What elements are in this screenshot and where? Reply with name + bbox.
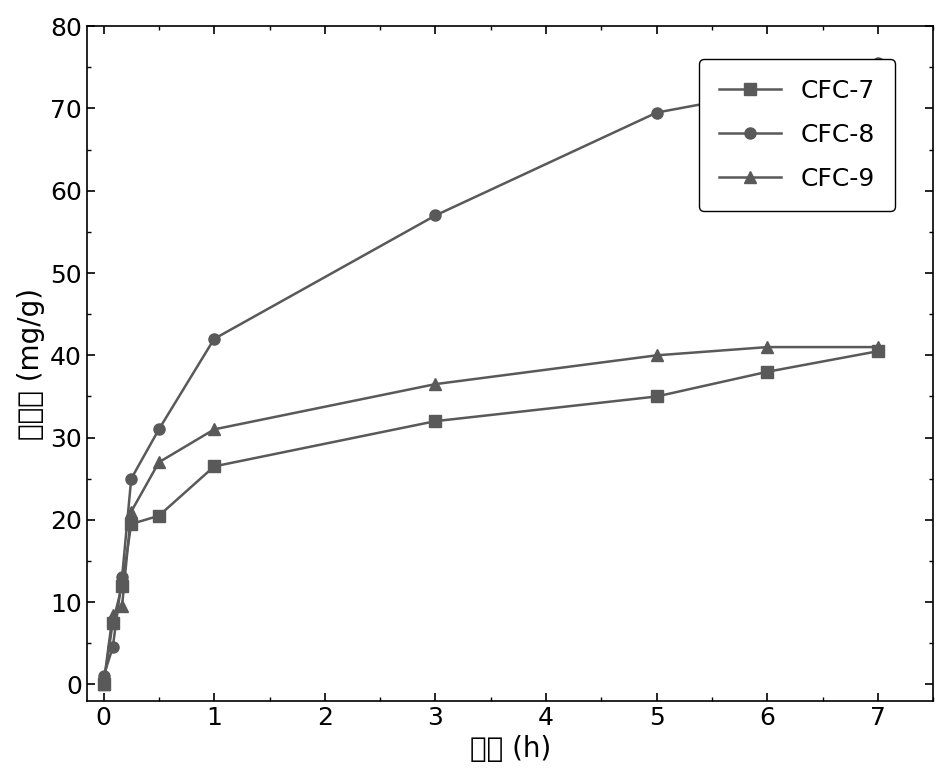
CFC-8	[208, 334, 219, 343]
CFC-9	[125, 507, 137, 516]
CFC-7	[208, 462, 219, 471]
CFC-7	[98, 680, 109, 690]
CFC-9	[872, 342, 884, 352]
Line: CFC-9: CFC-9	[98, 342, 884, 690]
Y-axis label: 吸附量 (mg/g): 吸附量 (mg/g)	[17, 288, 45, 440]
CFC-8	[651, 108, 662, 117]
Legend: CFC-7, CFC-8, CFC-9: CFC-7, CFC-8, CFC-9	[698, 59, 896, 211]
CFC-9	[116, 601, 127, 611]
Line: CFC-7: CFC-7	[98, 346, 884, 690]
CFC-7	[153, 511, 164, 520]
CFC-7	[872, 346, 884, 356]
CFC-8	[762, 87, 773, 97]
CFC-7	[762, 367, 773, 377]
Line: CFC-8: CFC-8	[98, 58, 884, 682]
CFC-7	[125, 519, 137, 529]
CFC-8	[107, 643, 119, 652]
CFC-9	[762, 342, 773, 352]
CFC-8	[116, 573, 127, 582]
CFC-8	[872, 58, 884, 68]
CFC-7	[107, 618, 119, 627]
CFC-9	[208, 424, 219, 434]
CFC-9	[153, 458, 164, 467]
CFC-9	[107, 610, 119, 619]
CFC-7	[429, 417, 441, 426]
CFC-8	[153, 424, 164, 434]
CFC-8	[125, 474, 137, 484]
CFC-7	[116, 581, 127, 590]
CFC-9	[429, 379, 441, 388]
CFC-9	[651, 351, 662, 360]
CFC-8	[429, 211, 441, 220]
X-axis label: 时间 (h): 时间 (h)	[469, 736, 551, 764]
CFC-8	[98, 672, 109, 681]
CFC-9	[98, 680, 109, 690]
CFC-7	[651, 392, 662, 401]
